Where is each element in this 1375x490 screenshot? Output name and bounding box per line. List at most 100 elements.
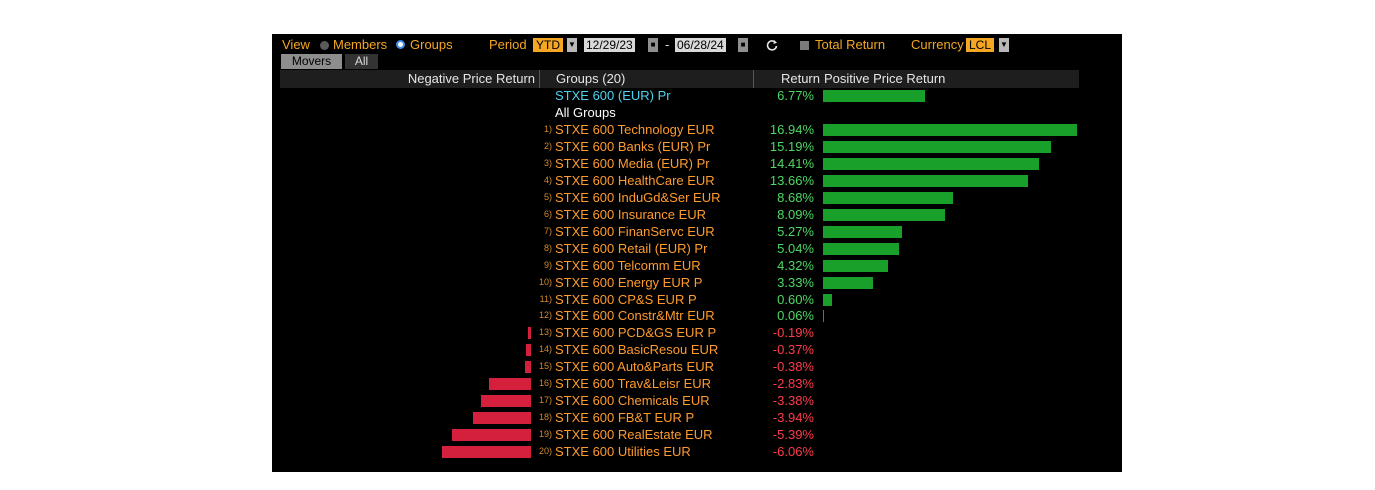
row-rank: 18) — [538, 412, 552, 423]
negative-return-bar — [525, 361, 531, 374]
table-row[interactable]: 18) STXE 600 FB&T EUR P -3.94% — [272, 409, 1122, 426]
date-separator: - — [665, 37, 670, 52]
groups-label[interactable]: Groups — [410, 37, 453, 52]
return-header[interactable]: Return — [780, 71, 820, 86]
groups-radio[interactable] — [396, 40, 405, 49]
table-row[interactable]: 9) STXE 600 Telcomm EUR 4.32% — [272, 257, 1122, 274]
row-rank: 5) — [543, 191, 552, 202]
table-row[interactable]: 11) STXE 600 CP&S EUR P 0.60% — [272, 291, 1122, 308]
group-return: -0.19% — [772, 325, 814, 341]
table-row[interactable]: 6) STXE 600 Insurance EUR 8.09% — [272, 206, 1122, 223]
group-return: 3.33% — [777, 274, 814, 290]
negative-return-bar — [473, 412, 531, 425]
chevron-down-icon[interactable]: ▼ — [999, 38, 1009, 52]
group-return: 8.09% — [777, 206, 814, 222]
group-name[interactable]: STXE 600 Constr&Mtr EUR — [555, 308, 715, 324]
total-return-checkbox[interactable] — [800, 41, 809, 50]
table-row[interactable]: 16) STXE 600 Trav&Leisr EUR -2.83% — [272, 375, 1122, 392]
group-name[interactable]: STXE 600 BasicResou EUR — [555, 342, 719, 358]
row-rank: 13) — [538, 327, 552, 338]
period-select[interactable]: YTD — [533, 38, 563, 52]
positive-return-header[interactable]: Positive Price Return — [824, 71, 946, 86]
row-rank: 20) — [538, 446, 552, 457]
group-name[interactable]: STXE 600 Utilities EUR — [555, 444, 691, 460]
group-return: 13.66% — [769, 172, 814, 188]
table-row[interactable]: 8) STXE 600 Retail (EUR) Pr 5.04% — [272, 240, 1122, 257]
group-name[interactable]: STXE 600 Technology EUR — [555, 122, 715, 137]
calendar-icon[interactable]: ■ — [738, 38, 748, 52]
group-name[interactable]: STXE 600 InduGd&Ser EUR — [555, 189, 721, 205]
positive-return-bar — [823, 157, 1040, 170]
table-row[interactable]: 13) STXE 600 PCD&GS EUR P -0.19% — [272, 324, 1122, 341]
group-name[interactable]: STXE 600 Insurance EUR — [555, 206, 707, 222]
positive-return-bar — [823, 293, 832, 306]
group-name[interactable]: STXE 600 Trav&Leisr EUR — [555, 376, 712, 392]
row-rank: 6) — [543, 208, 552, 219]
table-row[interactable]: 12) STXE 600 Constr&Mtr EUR 0.06% — [272, 307, 1122, 324]
tab-all[interactable]: All — [345, 54, 378, 69]
group-name[interactable]: STXE 600 FinanServc EUR — [555, 223, 715, 239]
group-name[interactable]: STXE 600 Retail (EUR) Pr — [555, 240, 708, 256]
members-label[interactable]: Members — [333, 37, 388, 52]
table-row[interactable]: 15) STXE 600 Auto&Parts EUR -0.38% — [272, 358, 1122, 375]
index-row[interactable]: STXE 600 (EUR) Pr 6.77% — [272, 87, 1122, 104]
negative-return-bar — [441, 446, 531, 459]
column-divider — [539, 70, 540, 88]
negative-return-bar — [528, 327, 531, 340]
group-name[interactable]: STXE 600 Media (EUR) Pr — [555, 155, 710, 171]
index-name: STXE 600 (EUR) Pr — [555, 88, 671, 103]
group-name[interactable]: STXE 600 Banks (EUR) Pr — [555, 138, 711, 154]
table-row[interactable]: 2) STXE 600 Banks (EUR) Pr 15.19% — [272, 138, 1122, 155]
table-row[interactable]: 20) STXE 600 Utilities EUR -6.06% — [272, 443, 1122, 460]
group-name[interactable]: STXE 600 RealEstate EUR — [555, 427, 713, 443]
index-positive-bar — [823, 90, 925, 102]
negative-return-header[interactable]: Negative Price Return — [407, 71, 535, 86]
row-rank: 17) — [538, 395, 552, 406]
group-name[interactable]: STXE 600 CP&S EUR P — [555, 291, 697, 307]
row-rank: 8) — [543, 242, 552, 253]
row-rank: 9) — [543, 259, 552, 270]
groups-header[interactable]: Groups (20) — [556, 71, 626, 86]
group-return: -3.38% — [772, 393, 814, 409]
row-rank: 2) — [543, 140, 552, 151]
row-rank: 12) — [538, 310, 552, 321]
group-name[interactable]: STXE 600 Auto&Parts EUR — [555, 359, 714, 375]
tab-movers[interactable]: Movers — [281, 54, 342, 69]
table-row[interactable]: 3) STXE 600 Media (EUR) Pr 14.41% — [272, 155, 1122, 172]
group-name[interactable]: STXE 600 Chemicals EUR — [555, 393, 710, 409]
table-row[interactable]: 4) STXE 600 HealthCare EUR 13.66% — [272, 172, 1122, 189]
members-radio[interactable] — [320, 41, 329, 50]
table-row[interactable]: 7) STXE 600 FinanServc EUR 5.27% — [272, 223, 1122, 240]
calendar-icon[interactable]: ■ — [648, 38, 658, 52]
end-date-field[interactable]: 06/28/24 — [675, 38, 726, 52]
start-date-field[interactable]: 12/29/23 — [584, 38, 635, 52]
group-return: 0.60% — [777, 291, 814, 307]
group-return: 0.06% — [777, 308, 814, 324]
chevron-down-icon[interactable]: ▼ — [567, 38, 577, 52]
group-return: 16.94% — [769, 122, 814, 137]
total-return-label[interactable]: Total Return — [815, 37, 886, 52]
group-return: 5.04% — [777, 240, 814, 256]
positive-return-bar — [823, 259, 888, 272]
row-rank: 4) — [543, 174, 552, 185]
table-row[interactable]: 5) STXE 600 InduGd&Ser EUR 8.68% — [272, 189, 1122, 206]
table-row[interactable]: 14) STXE 600 BasicResou EUR -0.37% — [272, 341, 1122, 358]
table-row[interactable]: 10) STXE 600 Energy EUR P 3.33% — [272, 274, 1122, 291]
positive-return-bar — [823, 124, 1078, 136]
group-return: -0.38% — [772, 359, 814, 375]
group-name[interactable]: STXE 600 Energy EUR P — [555, 274, 703, 290]
refresh-icon[interactable] — [766, 39, 778, 51]
group-name[interactable]: STXE 600 Telcomm EUR — [555, 257, 701, 273]
row-rank: 7) — [543, 225, 552, 236]
index-return: 6.77% — [777, 88, 814, 103]
currency-select[interactable]: LCL — [966, 38, 995, 52]
row-rank: 15) — [538, 361, 552, 372]
table-row[interactable]: 19) STXE 600 RealEstate EUR -5.39% — [272, 426, 1122, 443]
group-name[interactable]: STXE 600 HealthCare EUR — [555, 172, 715, 188]
group-name[interactable]: STXE 600 FB&T EUR P — [555, 410, 695, 426]
table-row[interactable]: 1) STXE 600 Technology EUR 16.94% — [272, 121, 1122, 138]
group-return: 8.68% — [777, 189, 814, 205]
table-row[interactable]: 17) STXE 600 Chemicals EUR -3.38% — [272, 392, 1122, 409]
group-name[interactable]: STXE 600 PCD&GS EUR P — [555, 325, 717, 341]
negative-return-bar — [489, 378, 531, 391]
